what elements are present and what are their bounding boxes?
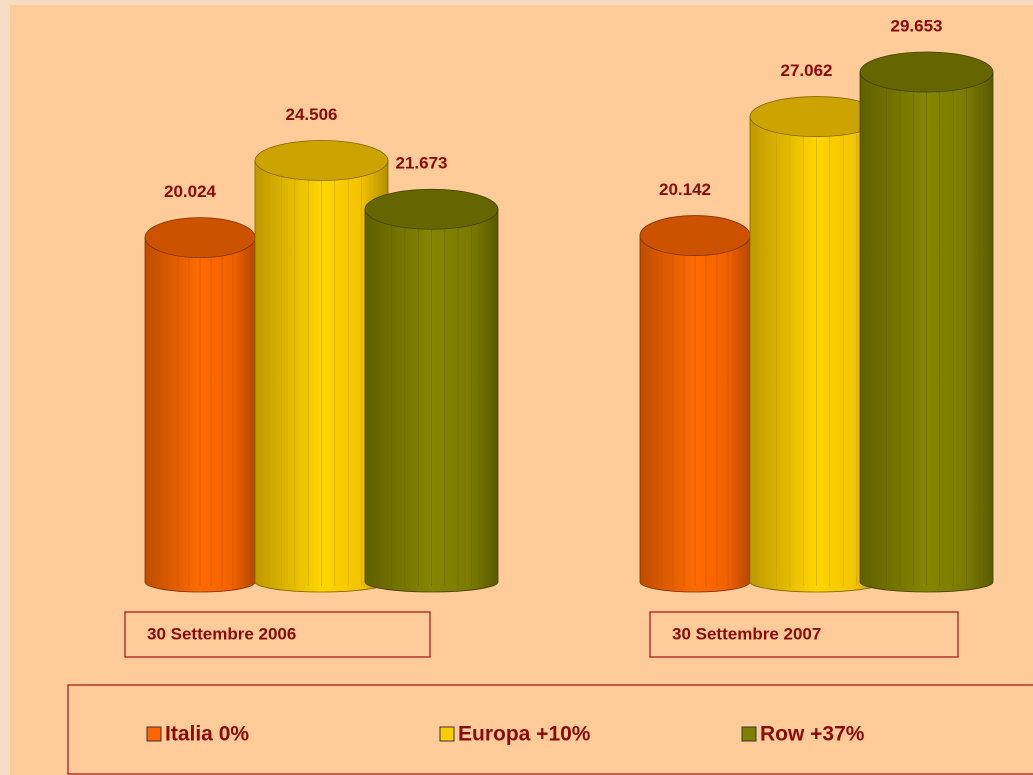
bar-top: [144, 217, 256, 259]
bar-top: [364, 188, 499, 230]
legend-label: Row +37%: [760, 723, 865, 746]
category-label: 30 Settembre 2006: [147, 624, 296, 643]
legend-box: [67, 684, 1033, 775]
data-label: 29.653: [891, 16, 943, 35]
data-label: 20.142: [659, 180, 711, 199]
category-box: [649, 611, 959, 658]
bar-top: [859, 51, 994, 93]
data-label: 20.024: [164, 182, 217, 201]
legend-swatch: [439, 726, 455, 742]
data-label: 21.673: [396, 154, 448, 173]
bar-top: [254, 140, 389, 181]
legend-swatch: [741, 726, 757, 742]
legend-label: Italia 0%: [165, 723, 249, 746]
category-box: [124, 611, 431, 658]
data-label: 27.062: [781, 61, 833, 80]
legend-label: Europa +10%: [458, 723, 591, 746]
legend-swatch: [146, 726, 162, 742]
data-label: 24.506: [286, 105, 338, 124]
category-label: 30 Settembre 2007: [672, 624, 821, 643]
bar-top: [639, 215, 751, 256]
